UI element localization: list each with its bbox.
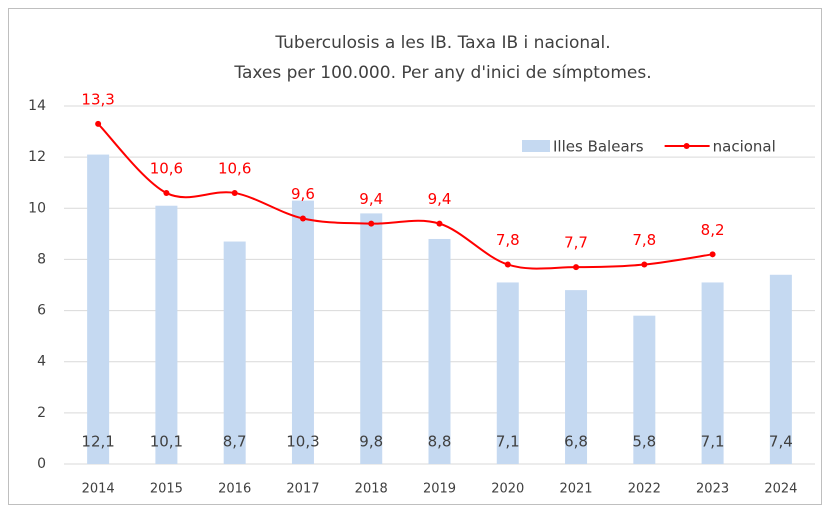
bar [701,282,724,464]
bar [769,274,792,464]
x-tick-label: 2023 [696,482,729,497]
chart-subtitle: Taxes per 100.000. Per any d'inici de sí… [233,63,651,83]
line-marker [299,215,306,222]
bar [223,241,246,464]
line-marker [163,189,170,196]
y-tick-label: 8 [37,251,46,267]
y-tick-label: 12 [28,149,46,165]
line-value-label: 8,2 [701,221,725,239]
line-marker [231,189,238,196]
y-tick-label: 2 [37,405,46,421]
bar [565,290,588,464]
line-value-label: 10,6 [218,159,251,177]
y-tick-label: 4 [37,354,46,370]
bar-value-label: 7,1 [496,433,520,451]
line-marker [709,251,716,258]
x-tick-label: 2020 [491,482,524,497]
chart-title: Tuberculosis a les IB. Taxa IB i naciona… [274,33,610,53]
bar [633,315,656,464]
line-marker [573,264,580,271]
line-value-label: 7,8 [496,231,520,249]
bar-value-label: 9,8 [359,433,383,451]
x-tick-label: 2018 [355,482,388,497]
chart-border [8,8,822,505]
y-tick-label: 14 [28,98,46,114]
x-tick-label: 2021 [559,482,592,497]
y-tick-label: 6 [37,303,46,319]
bar-value-label: 10,1 [150,433,183,451]
x-tick-label: 2017 [286,482,319,497]
y-tick-label: 10 [28,200,46,216]
legend-swatch-marker [683,143,690,149]
bar [291,200,314,464]
line-marker [368,220,375,227]
line-value-label: 9,6 [291,185,315,203]
legend-swatch [522,140,550,152]
bar-value-label: 6,8 [564,433,588,451]
line-value-label: 10,6 [150,159,183,177]
bar-value-label: 8,7 [223,433,247,451]
line-marker [641,261,648,268]
line [97,123,713,270]
x-tick-label: 2016 [218,482,251,497]
line-value-label: 13,3 [81,90,114,108]
line-marker [504,261,511,268]
bar-value-label: 7,1 [701,433,725,451]
bar-value-label: 5,8 [632,433,656,451]
line-value-label: 7,7 [564,234,588,252]
line-marker [95,120,102,127]
x-tick-label: 2015 [150,482,183,497]
x-tick-label: 2022 [628,482,661,497]
bar-value-label: 8,8 [428,433,452,451]
bar [155,205,178,464]
bar-value-label: 7,4 [769,433,793,451]
x-tick-label: 2014 [82,482,115,497]
bar-value-label: 10,3 [286,433,319,451]
y-tick-label: 0 [37,456,46,472]
bar-value-label: 12,1 [81,433,114,451]
bar [496,282,519,464]
bar [428,238,451,464]
line-value-label: 9,4 [428,190,452,208]
line-marker [436,220,443,227]
bar [360,213,383,464]
legend-label: Illes Balears [553,138,644,156]
legend-label: nacional [713,138,776,156]
x-tick-label: 2019 [423,482,456,497]
x-tick-label: 2024 [764,482,797,497]
bar [87,154,110,465]
line-value-label: 7,8 [632,231,656,249]
line-value-label: 9,4 [359,190,383,208]
